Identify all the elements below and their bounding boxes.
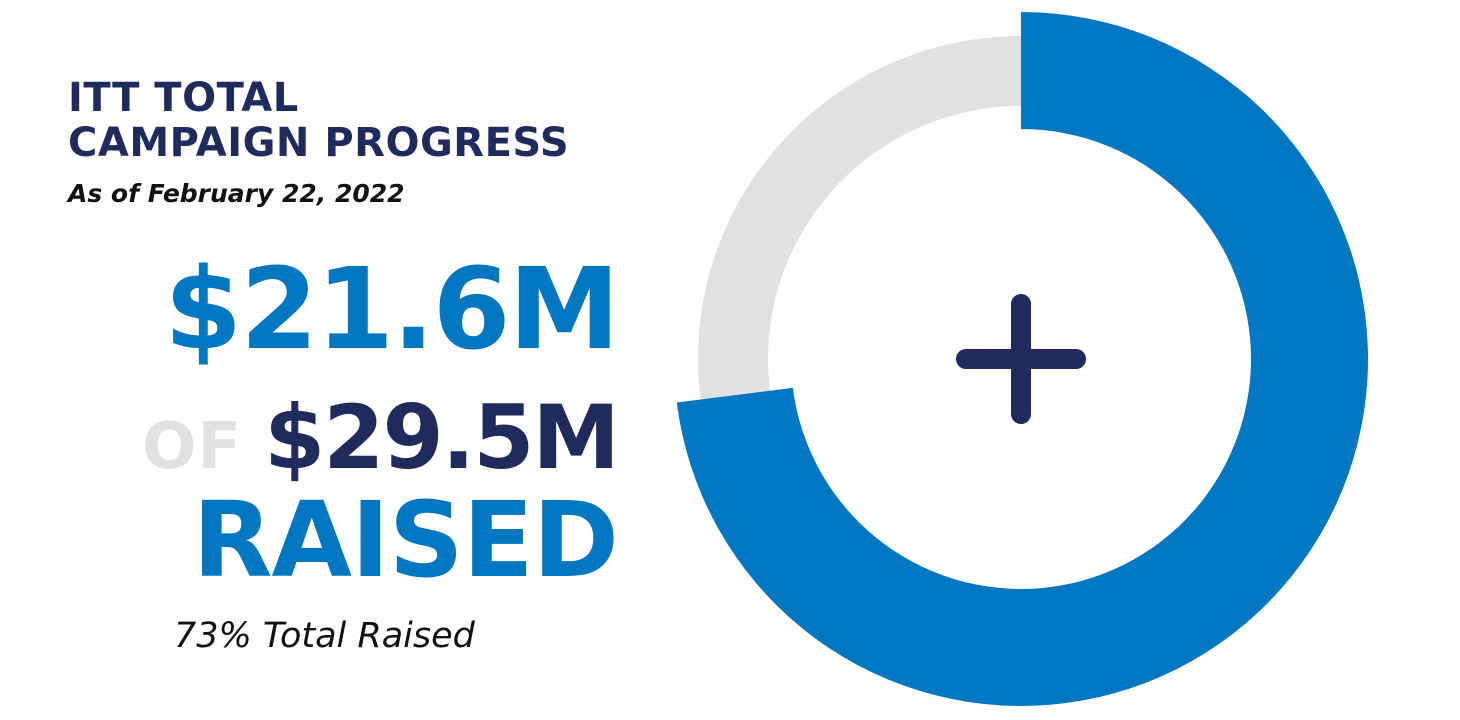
plus-icon [956, 294, 1086, 424]
campaign-summary: ITT TOTAL CAMPAIGN PROGRESS As of Februa… [0, 0, 700, 720]
goal-line: OF $29.5M [141, 386, 620, 513]
percent-raised-label: 73% Total Raised [174, 616, 475, 656]
raised-amount: $21.6M [164, 245, 620, 375]
goal-amount: $29.5M [264, 386, 620, 489]
donut-slice-remaining [698, 36, 1021, 400]
raised-label: RAISED [192, 479, 619, 601]
as-of-date: As of February 22, 2022 [68, 179, 405, 208]
of-label: OF [141, 410, 243, 484]
donut-slice-raised [676, 12, 1368, 706]
title-line-2: CAMPAIGN PROGRESS [68, 120, 570, 166]
title-line-1: ITT TOTAL [68, 75, 299, 121]
page-title: ITT TOTAL CAMPAIGN PROGRESS [68, 76, 569, 166]
